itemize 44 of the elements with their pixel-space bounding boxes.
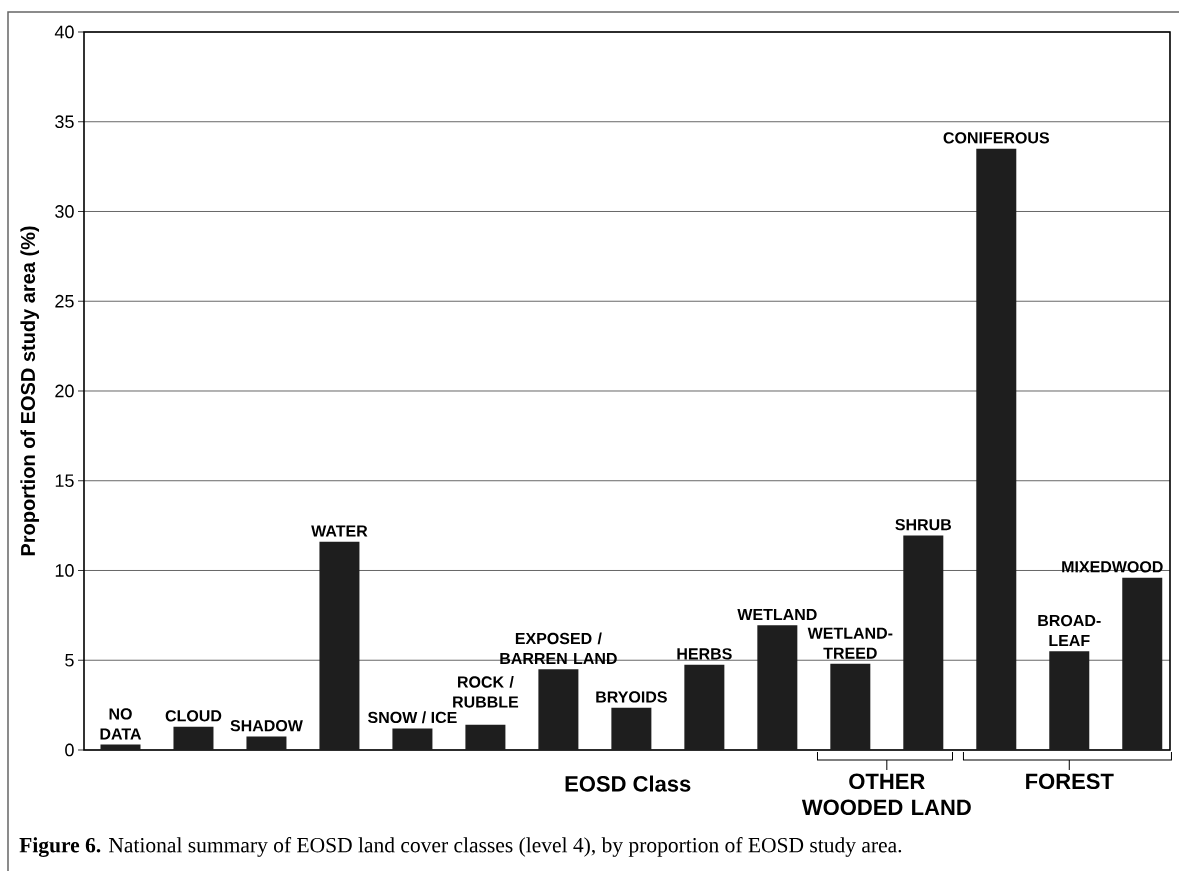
- bar: [465, 724, 506, 750]
- x-tick-label: HERBS: [677, 648, 732, 660]
- y-tick-label: 20: [55, 384, 74, 398]
- bar: [830, 663, 871, 750]
- bar: [100, 744, 141, 750]
- y-tick-label: 40: [54, 25, 74, 39]
- x-tick-label: SHADOW: [230, 720, 303, 732]
- text: Figure 6. National summary of EOSD land cover classes (level 4), by proportion of EOSD study area.: [19, 837, 902, 857]
- bar: [684, 664, 725, 750]
- y-tick-label: 35: [55, 115, 74, 129]
- x-tick-label: ROCK / RUBBLE: [453, 675, 519, 708]
- x-axis-title: EOSD Class: [565, 775, 691, 792]
- bar: [392, 728, 433, 750]
- x-tick-label: BROAD-LEAF: [1038, 614, 1101, 647]
- y-tick-label: 25: [55, 294, 74, 308]
- bar: [173, 726, 214, 750]
- x-tick-label: CLOUD: [165, 710, 222, 722]
- bar: [1049, 651, 1090, 750]
- y-tick-label: 5: [65, 653, 74, 667]
- x-tick-label: WETLAND: [737, 609, 817, 621]
- y-axis-title: Proportion of EOSD study area (%): [20, 226, 40, 556]
- x-tick-label: SNOW / ICE: [367, 711, 457, 724]
- x-tick-label: MIXEDWOOD: [1062, 561, 1163, 573]
- x-tick-label: EXPOSED / BARREN LAND: [500, 632, 617, 665]
- x-tick-label: BRYOIDS: [596, 691, 667, 703]
- bar: [976, 148, 1017, 750]
- bar: [319, 541, 360, 750]
- y-tick-label: 10: [55, 564, 74, 577]
- x-tick-label: CONIFEROUS: [943, 132, 1049, 144]
- x-tick-label: NO DATA: [100, 708, 142, 740]
- bar: [903, 535, 944, 750]
- text: OTHER WOODED LAND: [801, 773, 971, 816]
- y-tick-label: 30: [55, 205, 74, 218]
- x-tick-label: WETLAND-TREED: [807, 627, 893, 659]
- text: FOREST: [1026, 773, 1114, 790]
- bar: [611, 707, 652, 750]
- x-tick-label: WATER: [311, 525, 368, 537]
- bar: [757, 625, 798, 750]
- bar: [538, 669, 579, 750]
- x-tick-label: SHRUB: [895, 518, 952, 531]
- bar: [246, 736, 287, 750]
- y-tick-label: 15: [55, 474, 74, 488]
- bar: [1122, 577, 1163, 750]
- y-tick-label: 0: [65, 743, 74, 757]
